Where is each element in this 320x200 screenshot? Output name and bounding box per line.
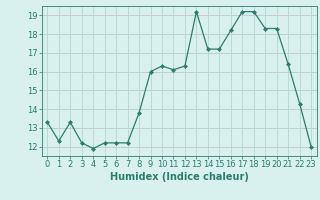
X-axis label: Humidex (Indice chaleur): Humidex (Indice chaleur) bbox=[110, 172, 249, 182]
